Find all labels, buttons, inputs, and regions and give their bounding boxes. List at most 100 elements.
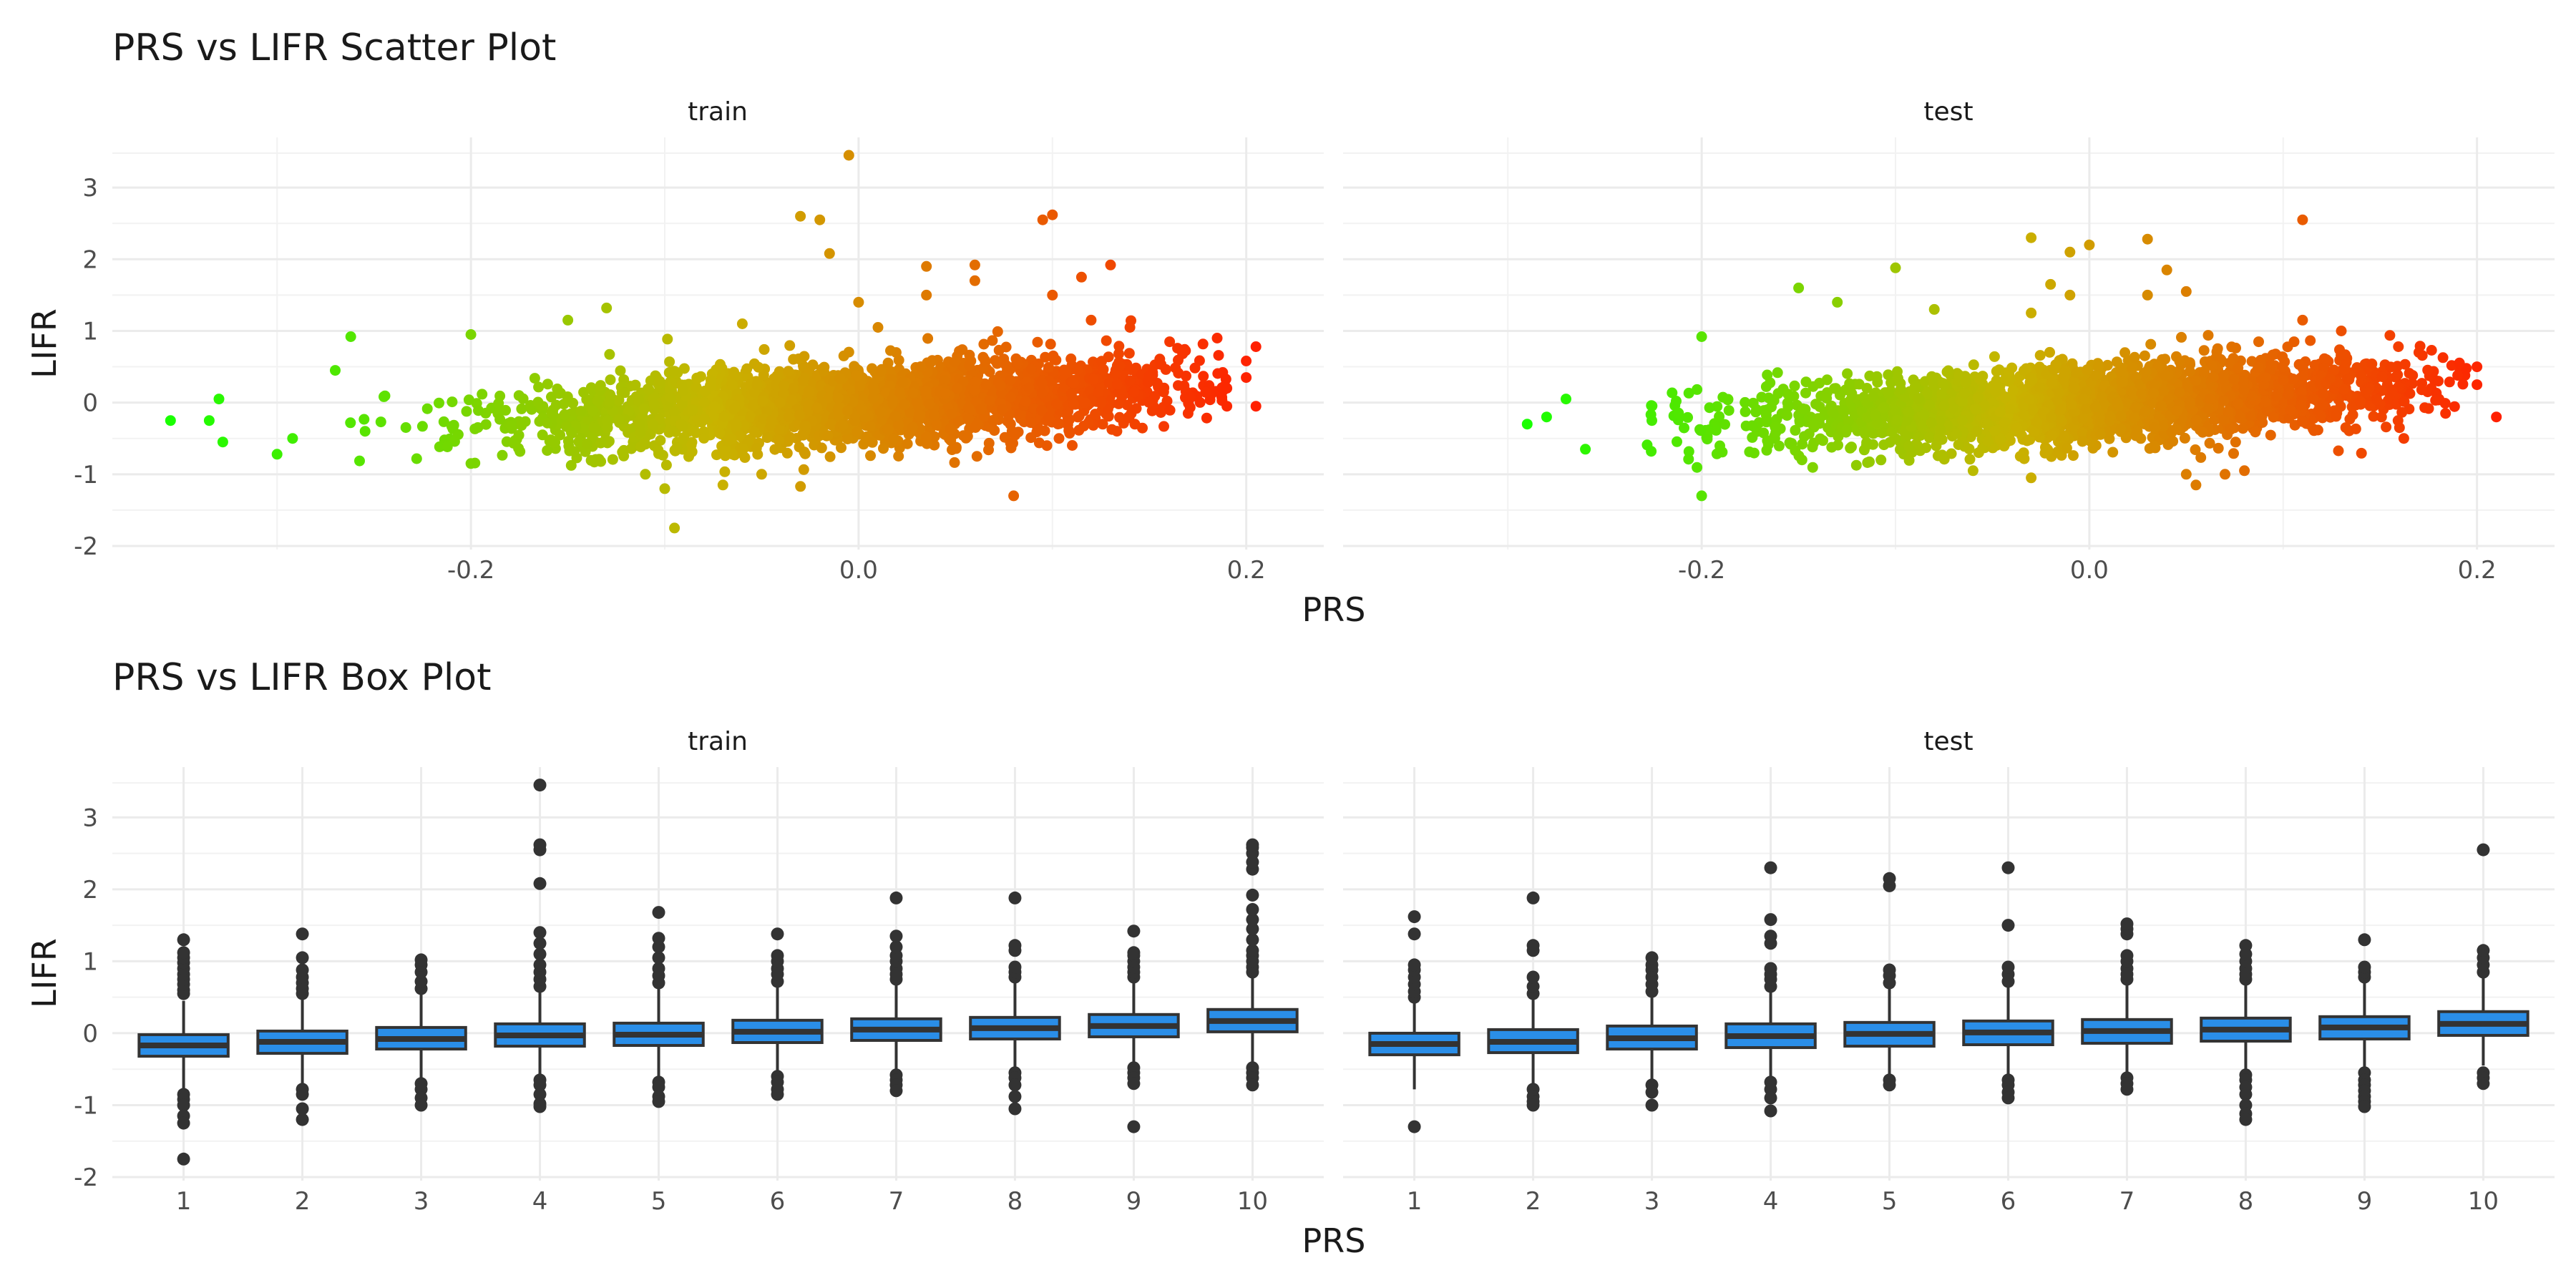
scatter-point [400,422,411,433]
scatter-point [878,443,889,454]
scatter-point [950,443,962,454]
scatter-point [921,438,932,449]
scatter-point [513,390,525,401]
scatter-point [1850,459,1862,471]
scatter-point [1241,372,1252,384]
scatter-point [1794,416,1805,428]
scatter-point [1090,409,1101,420]
scatter-point [882,424,894,435]
scatter-point [2007,385,2019,396]
scatter-point [714,427,726,439]
scatter-point [736,318,748,329]
scatter-point [477,389,488,400]
scatter-point [2426,345,2437,356]
scatter-point [945,435,957,446]
scatter-point [1051,398,1063,409]
scatter-point [1756,391,1767,403]
scatter-point [1101,335,1112,346]
scatter-point [822,430,834,441]
scatter-point [2212,442,2224,454]
scatter-point [1064,414,1075,425]
scatter-point [1875,454,1887,466]
scatter-point [984,395,995,406]
scatter-point [990,355,1001,366]
scatter-point [2340,422,2351,434]
scatter-point [2133,379,2144,390]
scatter-point [893,451,904,462]
scatter-point [691,381,702,393]
scatter-point [1250,341,1262,352]
scatter-point [773,435,784,446]
scatter-chart-title: PRS vs LIFR Scatter Plot [112,26,556,69]
scatter-point [1043,412,1055,424]
scatter-point [2305,335,2316,346]
scatter-point [2230,436,2241,448]
scatter-point [493,398,504,409]
scatter-point [1704,402,1715,414]
scatter-point [602,415,613,426]
scatter-point [687,404,698,416]
scatter-point [1085,314,1097,326]
scatter-point [865,450,876,462]
scatter-point [851,370,862,381]
scatter-point [1103,351,1114,363]
scatter-point [1211,333,1223,343]
scatter-point [1864,456,1875,467]
scatter-point [719,466,731,477]
scatter-point [585,382,597,394]
scatter-point [1114,411,1126,423]
scatter-point [2347,409,2358,421]
scatter-point [922,333,934,344]
scatter-point [375,416,386,428]
scatter-point [803,399,814,411]
scatter-point [774,397,786,409]
scatter-point [2111,356,2122,368]
scatter-point [615,365,626,376]
scatter-point [726,434,737,445]
scatter-point [1747,420,1758,431]
scatter-point [287,433,298,444]
scatter-point [1143,396,1155,408]
scatter-point [1068,399,1080,410]
scatter-point [617,447,628,458]
scatter-point [799,351,810,362]
scatter-point [660,459,672,471]
scatter-point [993,344,1005,356]
scatter-point [2399,396,2410,407]
scatter-point [751,379,763,390]
scatter-point [963,402,975,414]
scatter-point [1040,351,1051,363]
scatter-point [788,382,799,394]
scatter-point [1158,386,1169,398]
scatter-point [1853,379,1865,390]
scatter-point [983,444,994,456]
scatter-point [2204,437,2215,449]
scatter-point [668,425,679,436]
scatter-point [1112,379,1123,390]
scatter-point [945,424,956,434]
scatter-point [654,376,665,387]
scatter-point [550,399,562,411]
scatter-point [2238,423,2248,434]
scatter-point [2355,396,2366,407]
scatter-point [816,442,827,454]
scatter-point [1170,362,1181,374]
scatter-point [2198,345,2210,356]
scatter-point [592,395,603,406]
scatter-point [874,406,886,418]
scatter-point [914,411,924,422]
scatter-point [2026,404,2038,414]
scatter-point [677,385,688,396]
scatter-point [1023,382,1035,394]
scatter-point [698,432,710,444]
scatter-point [766,415,777,426]
scatter-point [2356,370,2367,381]
scatter-point [2396,406,2408,418]
scatter-point [2071,366,2082,378]
scatter-point [837,419,849,431]
scatter-point [613,414,625,425]
scatter-point [1161,395,1173,406]
scatter-point [2350,423,2361,434]
scatter-point [824,248,835,259]
scatter-point [416,421,428,432]
